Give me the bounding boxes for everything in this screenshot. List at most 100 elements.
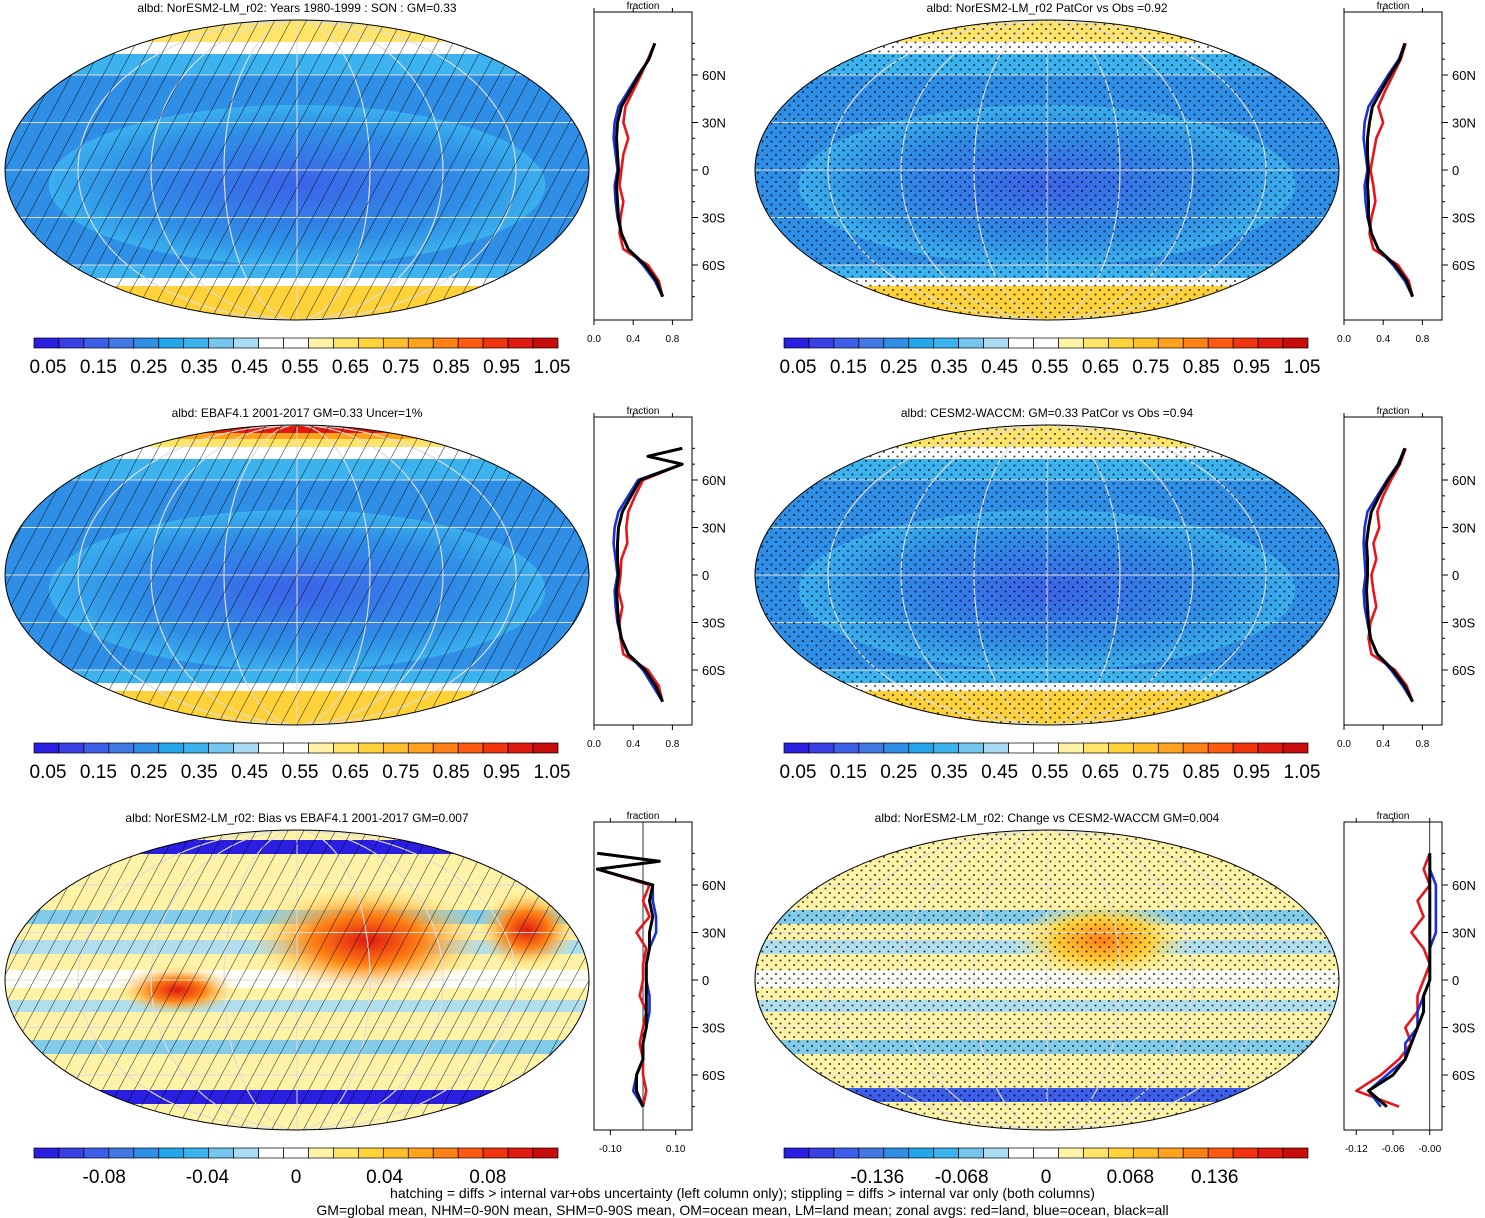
colorbar-swatch [1182, 742, 1209, 754]
colorbar-swatch [532, 742, 559, 754]
colorbar-swatch [407, 1147, 434, 1159]
colorbar-swatch [407, 337, 434, 349]
zonal-ytick-label: 60N [1452, 68, 1476, 83]
zonal-ytick-label: 60S [1452, 258, 1475, 273]
colorbar-swatch [183, 337, 210, 349]
colorbar-swatch [808, 337, 835, 349]
colorbar-swatch [133, 1147, 160, 1159]
stippling-overlay [755, 425, 1339, 725]
colorbar-swatch [308, 1147, 334, 1159]
zonal-xtick-label: 0.4 [626, 739, 640, 750]
colorbar-tick-label: 0.05 [30, 762, 67, 783]
colorbar-swatch [1282, 1147, 1309, 1159]
colorbar-tick-label: 0.15 [80, 762, 117, 783]
colorbar-swatch [183, 1147, 210, 1159]
map-border [754, 829, 1340, 1131]
zonal-xtick-label: 0.0 [587, 334, 601, 345]
colorbar-swatch [258, 1147, 284, 1159]
colorbar-swatch [482, 337, 509, 349]
colorbar-tick-label: 0.85 [433, 357, 470, 378]
colorbar-tick-label: 0.75 [1132, 357, 1169, 378]
panel-title: albd: NorESM2-LM_r02: Years 1980-1999 : … [137, 1, 456, 15]
colorbar-tick-label: 0.25 [130, 762, 167, 783]
colorbar-swatch [457, 337, 484, 349]
zonal-xlabel: fraction [1377, 1, 1410, 12]
colorbar-tick-label: 0.08 [469, 1167, 506, 1188]
colorbar-swatch [432, 742, 459, 754]
colorbar-swatch [933, 742, 960, 754]
map-border [4, 829, 590, 1131]
colorbar-swatch [1058, 742, 1084, 754]
colorbar-swatch [283, 742, 309, 754]
colorbar-swatch [482, 1147, 509, 1159]
colorbar-swatch [208, 742, 234, 754]
colorbar-swatch [1008, 1147, 1034, 1159]
colorbar-swatch [1232, 337, 1259, 349]
zonal-ytick-label: 0 [1452, 568, 1459, 583]
colorbar-swatch [908, 742, 935, 754]
zonal-xtick-label: 0.0 [587, 739, 601, 750]
colorbar-swatch [1182, 337, 1209, 349]
colorbar-swatch [108, 742, 135, 754]
colorbar-swatch [133, 742, 160, 754]
colorbar-swatch [1207, 337, 1234, 349]
colorbar-tick-label: 0.75 [1132, 762, 1169, 783]
zonal-ytick-label: 30S [1452, 616, 1475, 631]
panel-3: albd: EBAF4.1 2001-2017 GM=0.33 Uncer=1%… [4, 406, 726, 783]
map-border [4, 19, 590, 321]
colorbar-swatch [507, 1147, 534, 1159]
zonal-ytick-label: 60S [1452, 663, 1475, 678]
colorbar-swatch [83, 337, 110, 349]
hatching-overlay [5, 830, 589, 1130]
zonal-ytick-label: 30N [702, 116, 726, 131]
map-field [755, 425, 1339, 725]
colorbar-swatch [58, 337, 85, 349]
colorbar-tick-label: 0.85 [1183, 357, 1220, 378]
panel-2: albd: NorESM2-LM_r02 PatCor vs Obs =0.92… [754, 1, 1476, 378]
panel-5: albd: NorESM2-LM_r02: Bias vs EBAF4.1 20… [4, 811, 726, 1188]
colorbar-swatch [908, 337, 935, 349]
colorbar-swatch [1157, 337, 1184, 349]
colorbar-tick-label: 0.65 [332, 762, 369, 783]
colorbar-swatch [858, 742, 885, 754]
panel-4: albd: CESM2-WACCM: GM=0.33 PatCor vs Obs… [754, 406, 1476, 783]
colorbar-tick-label: 0.35 [181, 762, 218, 783]
hatching-overlay [5, 20, 589, 320]
zonal-ytick-label: 30S [702, 616, 725, 631]
zonal-ytick-label: 60S [702, 663, 725, 678]
hatching-overlay [5, 425, 589, 725]
colorbar-swatch [233, 1147, 259, 1159]
colorbar-swatch [983, 337, 1009, 349]
colorbar-swatch [1083, 1147, 1109, 1159]
colorbar-swatch [258, 742, 284, 754]
panel-6: albd: NorESM2-LM_r02: Change vs CESM2-WA… [754, 811, 1476, 1188]
colorbar-swatch [58, 742, 85, 754]
zonal-frame [1343, 821, 1443, 1131]
colorbar-tick-label: 0 [291, 1167, 302, 1188]
colorbar-swatch [457, 1147, 484, 1159]
colorbar-swatch [33, 742, 60, 754]
zonal-ytick-label: 30N [1452, 926, 1476, 941]
colorbar-tick-label: -0.04 [186, 1167, 230, 1188]
colorbar-swatch [1257, 337, 1284, 349]
colorbar-swatch [507, 742, 534, 754]
colorbar-swatch [108, 337, 135, 349]
zonal-ytick-label: 30N [702, 521, 726, 536]
footer-note-hatching: hatching = diffs > internal var+obs unce… [390, 1185, 1095, 1201]
map-field [755, 20, 1339, 320]
zonal-xtick-label: 0.0 [1337, 334, 1351, 345]
colorbar-swatch [333, 742, 359, 754]
colorbar-swatch [883, 1147, 910, 1159]
colorbar-swatch [908, 1147, 935, 1159]
colorbar-swatch [1132, 1147, 1159, 1159]
colorbar-swatch [507, 337, 534, 349]
colorbar-tick-label: 0.05 [780, 762, 817, 783]
colorbar-swatch [983, 1147, 1009, 1159]
colorbar-swatch [382, 742, 409, 754]
colorbar-swatch [83, 742, 110, 754]
colorbar-swatch [958, 742, 984, 754]
panel-title: albd: NorESM2-LM_r02: Change vs CESM2-WA… [875, 811, 1220, 825]
zonal-xlabel: fraction [627, 1, 660, 12]
colorbar-swatch [258, 337, 284, 349]
zonal-frame [593, 416, 693, 726]
